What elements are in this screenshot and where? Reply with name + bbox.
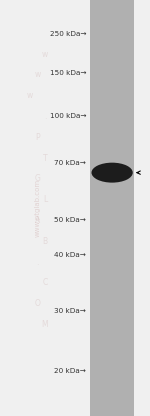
Text: P: P [35,133,40,142]
Text: 20 kDa→: 20 kDa→ [54,369,86,374]
Text: 40 kDa→: 40 kDa→ [54,253,86,258]
Text: 70 kDa→: 70 kDa→ [54,160,86,166]
Text: L: L [43,195,47,204]
Text: 30 kDa→: 30 kDa→ [54,308,86,314]
Text: w: w [42,50,48,59]
Text: A: A [35,216,40,225]
Text: 250 kDa→: 250 kDa→ [50,31,86,37]
Text: O: O [34,299,40,308]
Text: 150 kDa→: 150 kDa→ [50,70,86,76]
Text: w: w [34,70,41,79]
Text: 50 kDa→: 50 kDa→ [54,217,86,223]
Bar [90,0,134,416]
Text: C: C [42,278,48,287]
Ellipse shape [92,163,133,183]
Text: B: B [42,237,48,246]
Text: T: T [43,154,47,163]
Text: G: G [34,174,40,183]
Text: www.ptglab.com: www.ptglab.com [34,179,40,237]
Text: w: w [27,91,33,100]
Text: .: . [36,258,39,267]
Text: 100 kDa→: 100 kDa→ [50,113,86,119]
Text: M: M [42,320,48,329]
Text: .: . [44,112,46,121]
